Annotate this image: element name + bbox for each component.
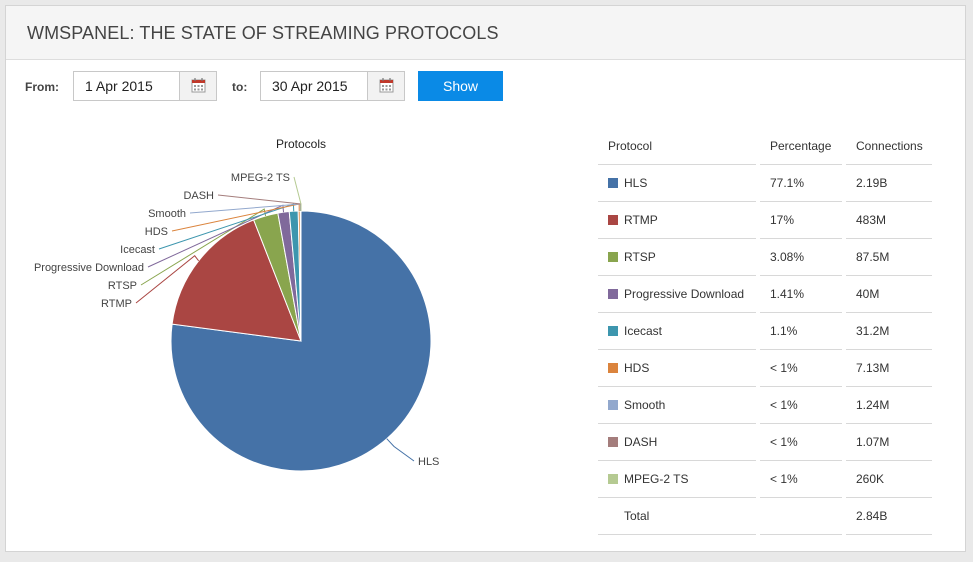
legend-swatch	[608, 178, 618, 188]
slice-label: DASH	[183, 190, 214, 202]
from-date-field[interactable]: 1 Apr 2015	[73, 71, 217, 101]
legend-swatch	[608, 215, 618, 225]
protocol-cell: Icecast	[598, 312, 760, 350]
from-label: From:	[25, 80, 59, 94]
pie-slice-rtmp[interactable]	[171, 219, 302, 342]
slice-label: HDS	[145, 226, 168, 238]
to-date-value[interactable]: 30 Apr 2015	[272, 78, 348, 94]
col-header-connections: Connections	[844, 127, 936, 165]
legend-swatch	[608, 400, 618, 410]
calendar-icon	[191, 78, 206, 93]
connections-cell: 31.2M	[844, 312, 936, 350]
legend-swatch	[608, 437, 618, 447]
legend-swatch	[608, 252, 618, 262]
protocol-cell: DASH	[598, 423, 760, 461]
connections-cell: 2.19B	[844, 164, 936, 202]
slice-label: RTMP	[101, 298, 132, 310]
to-calendar-button[interactable]	[367, 72, 404, 100]
slice-label: HLS	[418, 456, 439, 468]
percentage-cell: < 1%	[758, 423, 846, 461]
table-row: Icecast 1.1% 31.2M	[598, 312, 936, 350]
protocols-table: Protocol Percentage Connections HLS 77.1%…	[598, 127, 936, 535]
percentage-cell: 1.1%	[758, 312, 846, 350]
connector-line	[135, 255, 200, 304]
connections-cell: 40M	[844, 275, 936, 313]
connections-cell: 7.13M	[844, 349, 936, 387]
protocol-name: DASH	[624, 435, 658, 449]
table-row: HLS 77.1% 2.19B	[598, 164, 936, 202]
legend-swatch	[608, 289, 618, 299]
connector-line	[293, 176, 302, 212]
protocol-name: Smooth	[624, 398, 666, 412]
table-row: Smooth < 1% 1.24M	[598, 386, 936, 424]
percentage-cell: 3.08%	[758, 238, 846, 276]
percentage-cell: 17%	[758, 201, 846, 239]
legend-swatch	[608, 326, 618, 336]
calendar-icon	[379, 78, 394, 93]
percentage-cell: 77.1%	[758, 164, 846, 202]
slice-label: RTSP	[108, 280, 137, 292]
table-row: RTMP 17% 483M	[598, 201, 936, 239]
table-row: Progressive Download 1.41% 40M	[598, 275, 936, 313]
total-percentage	[758, 497, 846, 535]
protocol-cell: HDS	[598, 349, 760, 387]
slice-label: Icecast	[120, 244, 155, 256]
percentage-cell: < 1%	[758, 349, 846, 387]
protocol-cell: Progressive Download	[598, 275, 760, 313]
percentage-cell: < 1%	[758, 460, 846, 498]
slice-label: MPEG-2 TS	[231, 172, 290, 184]
percentage-cell: < 1%	[758, 386, 846, 424]
protocol-name: RTSP	[624, 250, 656, 264]
protocol-name: HLS	[624, 176, 648, 190]
table-row: RTSP 3.08% 87.5M	[598, 238, 936, 276]
to-date-field[interactable]: 30 Apr 2015	[260, 71, 405, 101]
slice-label: Progressive Download	[34, 262, 144, 274]
report-panel: WMSPANEL: THE STATE OF STREAMING PROTOCO…	[5, 5, 966, 552]
total-row: Total 2.84B	[598, 497, 936, 535]
to-label: to:	[232, 80, 248, 94]
protocol-cell: MPEG-2 TS	[598, 460, 760, 498]
total-connections: 2.84B	[844, 497, 936, 535]
col-header-protocol: Protocol	[598, 127, 760, 165]
protocol-cell: RTSP	[598, 238, 760, 276]
pie-slice-hls[interactable]	[170, 210, 432, 472]
connector-line	[217, 194, 302, 212]
table-header-row: Protocol Percentage Connections	[598, 127, 936, 165]
percentage-cell: 1.41%	[758, 275, 846, 313]
connections-cell: 87.5M	[844, 238, 936, 276]
connector-line	[386, 438, 415, 462]
connections-cell: 1.24M	[844, 386, 936, 424]
chart-title: Protocols	[276, 137, 326, 151]
from-date-value[interactable]: 1 Apr 2015	[85, 78, 153, 94]
protocol-cell: RTMP	[598, 201, 760, 239]
page-title: WMSPANEL: THE STATE OF STREAMING PROTOCO…	[27, 23, 499, 43]
protocol-cell: Smooth	[598, 386, 760, 424]
from-calendar-button[interactable]	[179, 72, 216, 100]
protocol-name: Icecast	[624, 324, 663, 338]
col-header-percentage: Percentage	[758, 127, 846, 165]
protocol-name: HDS	[624, 361, 650, 375]
connections-cell: 483M	[844, 201, 936, 239]
protocol-cell: HLS	[598, 164, 760, 202]
protocol-name: RTMP	[624, 213, 658, 227]
legend-swatch	[608, 363, 618, 373]
protocol-name: MPEG-2 TS	[624, 472, 689, 486]
connections-cell: 260K	[844, 460, 936, 498]
total-label: Total	[598, 497, 760, 535]
show-button[interactable]: Show	[418, 71, 503, 101]
legend-swatch	[608, 474, 618, 484]
protocols-pie-chart: Protocols HLS RTMP RTSP Progressive Downloa…	[34, 137, 439, 472]
table-row: MPEG-2 TS < 1% 260K	[598, 460, 936, 498]
protocol-name: Progressive Download	[624, 287, 745, 301]
connections-cell: 1.07M	[844, 423, 936, 461]
table-row: HDS < 1% 7.13M	[598, 349, 936, 387]
panel-header: WMSPANEL: THE STATE OF STREAMING PROTOCO…	[6, 6, 965, 60]
slice-label: Smooth	[148, 208, 186, 220]
table-row: DASH < 1% 1.07M	[598, 423, 936, 461]
